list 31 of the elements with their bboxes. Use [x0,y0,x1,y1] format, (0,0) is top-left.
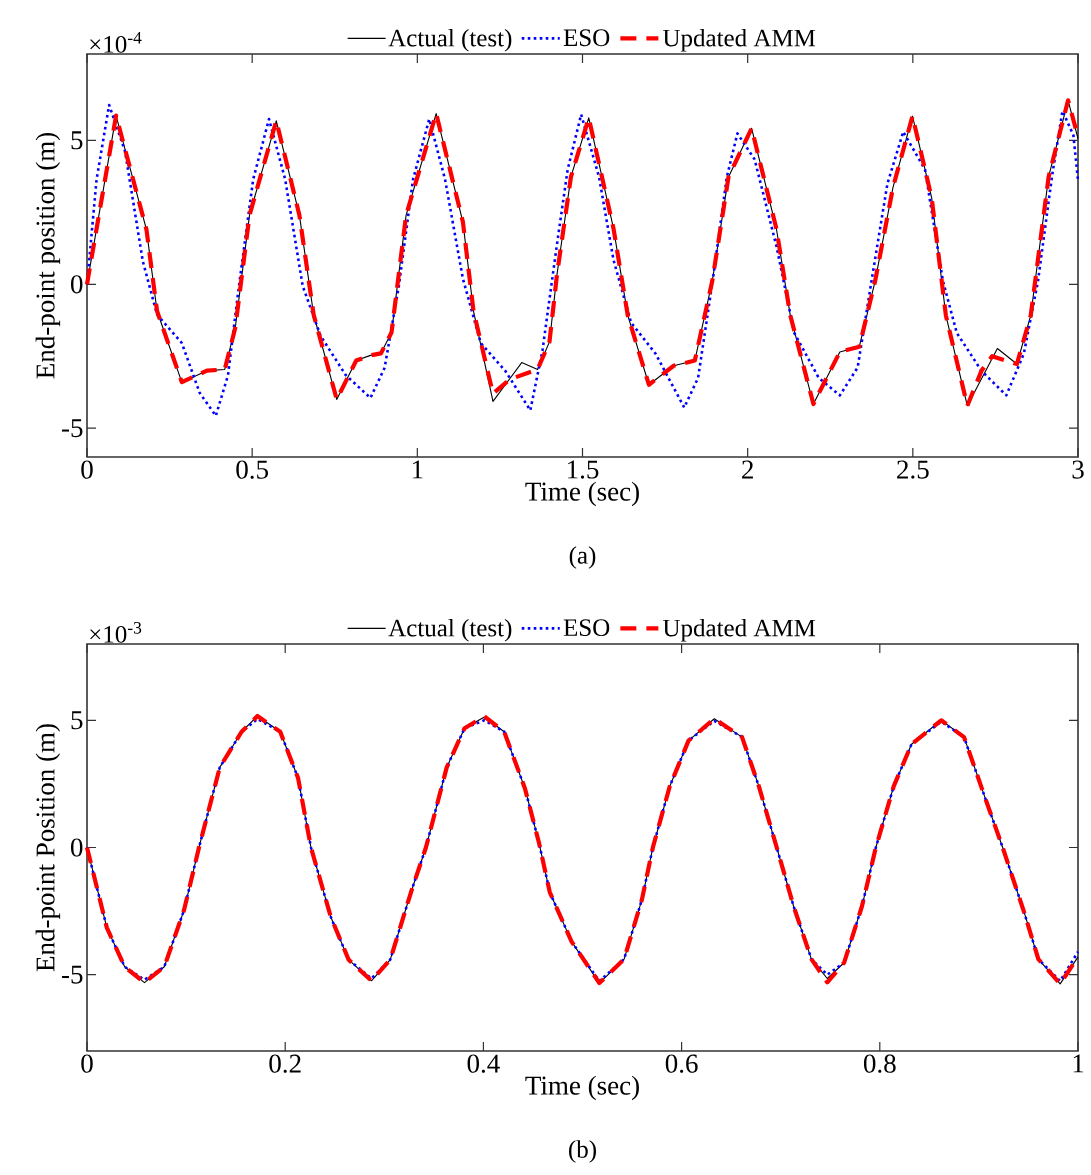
x-tick-label: 3 [1072,460,1084,479]
text: ×10$^{-4}$ [90,31,142,53]
x-tick-label: 0.4 [467,1054,500,1073]
x-tick-label: 1 [1073,1054,1084,1073]
legend-label: Updated AMM [662,618,816,642]
x-tick-label: 1 [412,460,423,479]
x-axis-title: Time (sec) [525,1075,639,1101]
legend-label: Actual (test) [388,618,512,642]
y-tick-label: -5 [61,419,83,438]
x-tick-label: 0.6 [665,1054,698,1073]
text: (a) [569,546,596,569]
x-tick-label: 2 [742,460,753,479]
x-tick-label: 0.5 [236,460,268,479]
y-axis-title: End-point Position (m) [35,724,61,972]
text: ×10$^{-3}$ [90,621,142,643]
text: (b) [569,1140,596,1163]
y-tick-label: -5 [61,965,83,984]
x-tick-label: 1.5 [567,460,599,479]
legend-label: ESO [563,29,610,47]
y-tick-label: 0 [71,838,83,857]
x-tick-label: 0.8 [863,1054,896,1073]
y-axis-title: End-point position (m) [35,132,61,379]
legend-label: ESO [563,619,610,637]
y-tick-label: 0 [71,275,83,294]
x-tick-label: 0.2 [269,1054,301,1073]
x-tick-label: 2.5 [897,460,929,479]
x-axis-title: Time (sec) [525,481,639,507]
legend-label: Updated AMM [662,28,816,52]
legend-label: Actual (test) [388,28,512,52]
y-tick-label: 5 [71,131,83,150]
y-tick-label: 5 [71,711,83,730]
